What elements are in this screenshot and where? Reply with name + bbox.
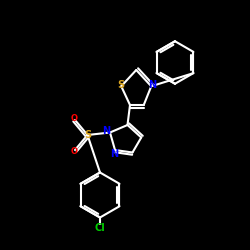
Text: O: O — [70, 147, 77, 156]
Text: N: N — [110, 149, 118, 159]
Text: S: S — [84, 130, 91, 140]
Text: S: S — [117, 80, 124, 90]
Text: Cl: Cl — [94, 223, 106, 233]
Text: N: N — [102, 126, 110, 136]
Text: O: O — [70, 114, 77, 123]
Text: N: N — [148, 80, 156, 90]
